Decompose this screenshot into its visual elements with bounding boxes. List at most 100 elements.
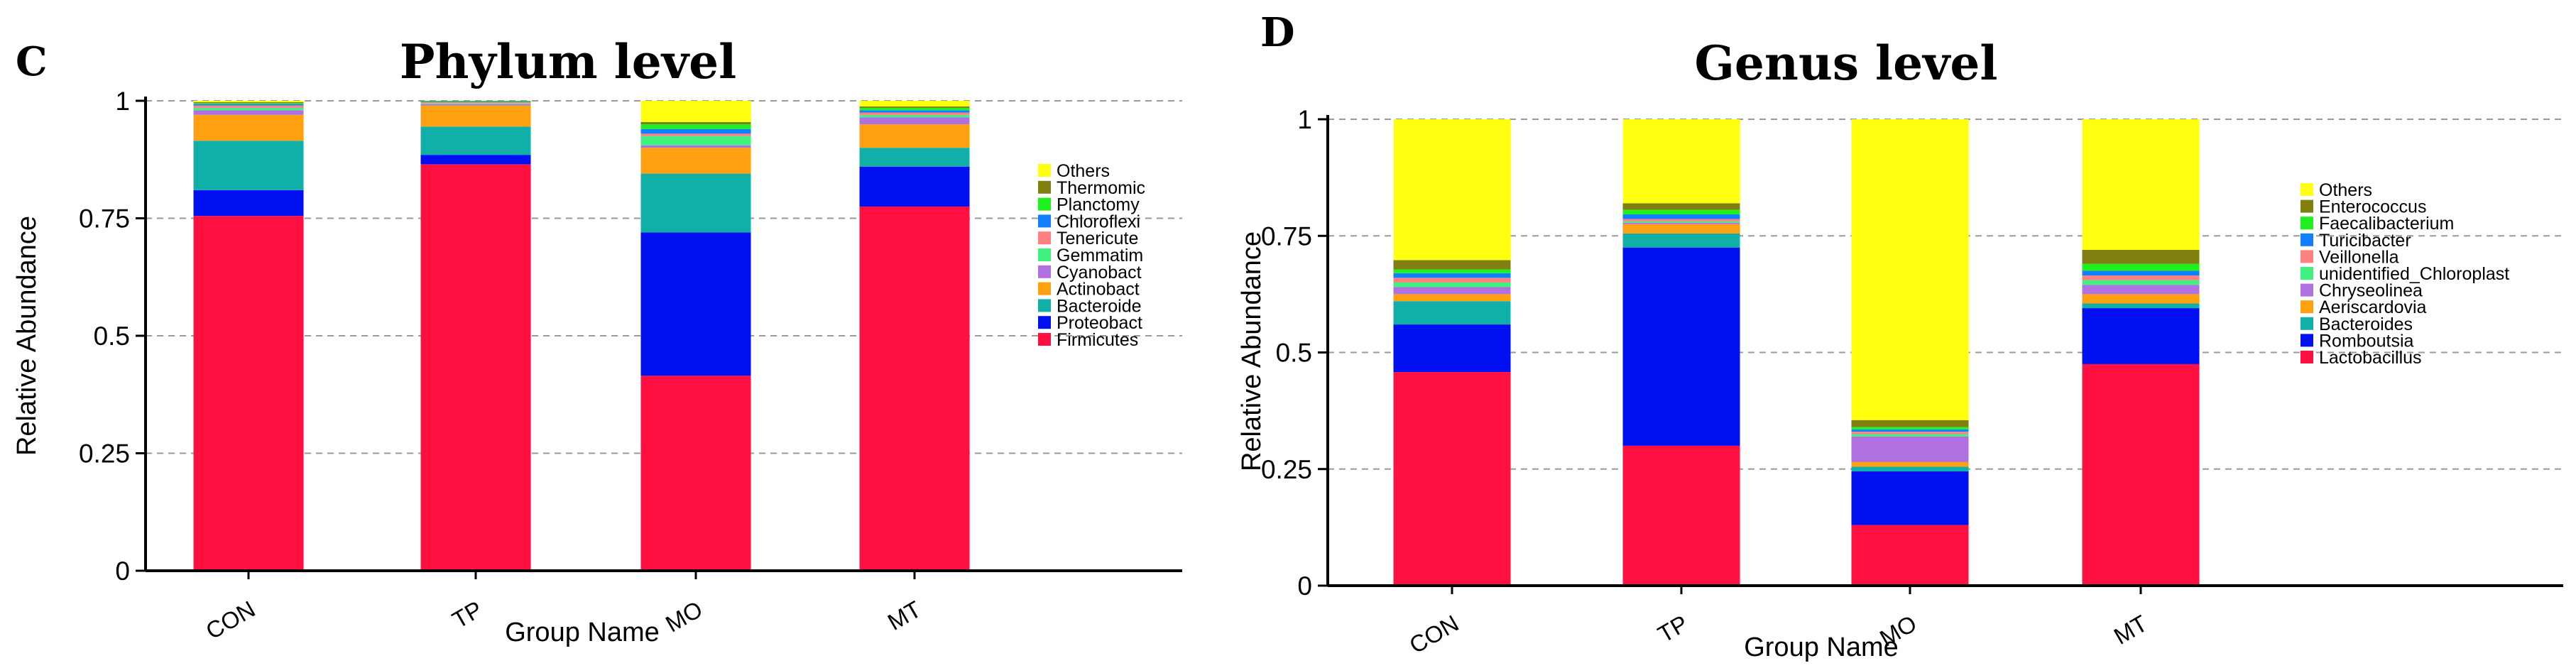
legend-swatch <box>2301 334 2313 347</box>
bar-segment <box>193 190 304 217</box>
bar-segment <box>1851 525 1969 586</box>
bar-segment <box>1622 224 1740 234</box>
bar-segment <box>859 101 970 106</box>
bar-segment <box>640 101 751 122</box>
bar-segment <box>193 107 304 111</box>
bar-segment <box>2082 308 2200 364</box>
legend-swatch <box>2301 183 2313 196</box>
bar-segment <box>1393 287 1511 295</box>
y-tick-label: 0.5 <box>1276 339 1312 368</box>
legend-label: Enterococcus <box>2319 197 2426 217</box>
bar-segment <box>193 102 304 104</box>
legend: OthersThermomicPlanctomyChloroflexiTener… <box>1038 161 1145 350</box>
legend-swatch <box>1038 316 1051 329</box>
bar-segment <box>640 136 751 146</box>
bar-segment <box>2082 285 2200 295</box>
bar-segment <box>1622 233 1740 248</box>
y-tick-label: 0.25 <box>79 439 130 469</box>
legend-label: Actinobact <box>1057 280 1140 300</box>
bar-segment <box>420 102 531 104</box>
legend-label: Romboutsia <box>2319 331 2413 351</box>
x-axis-title: Group Name <box>1744 633 1899 662</box>
y-tick-label: 0 <box>115 557 130 586</box>
bar-segment <box>1851 429 1969 432</box>
legend-swatch <box>1038 180 1051 194</box>
bar-segment <box>420 105 531 127</box>
legend-label: Gemmatim <box>1057 246 1143 265</box>
bar-segment <box>1393 324 1511 373</box>
bar-segment <box>2082 270 2200 276</box>
legend-swatch <box>1038 265 1051 278</box>
legend-swatch <box>2301 217 2313 230</box>
bar-segment <box>640 121 751 125</box>
bar-segment <box>640 124 751 129</box>
y-tick-label: 0 <box>1297 571 1312 601</box>
bar-segment <box>193 104 304 106</box>
bar-segment <box>1393 260 1511 270</box>
bar-segment <box>193 103 304 104</box>
panel-label: D <box>1260 9 1295 56</box>
legend-swatch <box>2301 351 2313 363</box>
legend-swatch <box>1038 333 1051 346</box>
y-axis-title: Relative Abundance <box>12 216 42 456</box>
bar-segment <box>1851 432 1969 434</box>
legend-label: Thermomic <box>1057 178 1145 198</box>
bar-segment <box>420 104 531 106</box>
bar-segment <box>859 106 970 108</box>
y-tick-label: 0.75 <box>1261 221 1312 251</box>
x-tick-label: CON <box>201 596 259 645</box>
bar-segment <box>193 141 304 190</box>
bar-segment <box>420 164 531 571</box>
bar-segment <box>859 110 970 113</box>
bar-segment <box>1851 427 1969 429</box>
legend-label: Others <box>1057 161 1110 181</box>
bar-segment <box>1393 294 1511 302</box>
bar-segment <box>420 155 531 165</box>
y-axis-title: Relative Abundance <box>1237 231 1267 471</box>
legend-swatch <box>2301 250 2313 263</box>
bar-segment <box>1851 436 1969 462</box>
bar-segment <box>1851 119 1969 420</box>
legend-swatch <box>1038 231 1051 245</box>
legend-label: Chloroflexi <box>1057 212 1140 231</box>
bar-segment <box>1622 219 1740 221</box>
bar-segment <box>2082 263 2200 271</box>
bar-segment <box>1622 214 1740 219</box>
bar-segment <box>2082 249 2200 264</box>
bar-segment <box>1622 247 1740 446</box>
bar-segment <box>640 148 751 174</box>
bar-segment <box>2082 303 2200 309</box>
x-tick-label: MT <box>883 596 926 635</box>
legend-label: Others <box>2319 180 2372 200</box>
legend-swatch <box>2301 233 2313 246</box>
chart-panel-c: C Phylum level 0 0.25 0.5 0.75 1 CON TP MO MT Relat… <box>12 34 1182 647</box>
bar-segment <box>859 107 970 111</box>
bar-segment <box>2082 119 2200 250</box>
bar-segment <box>1622 221 1740 223</box>
bar-segment <box>193 105 304 108</box>
legend-label: Faecalibacterium <box>2319 214 2454 234</box>
legend-label: Chryseolinea <box>2319 281 2423 301</box>
y-tick-label: 0.5 <box>94 322 130 351</box>
bar-segment <box>1393 269 1511 273</box>
bar-segment <box>640 232 751 376</box>
legend-label: Bacteroide <box>1057 296 1142 316</box>
bar-segment <box>640 376 751 571</box>
legend-swatch <box>2301 199 2313 213</box>
y-tick-label: 0.75 <box>79 204 130 234</box>
legend-swatch <box>2301 317 2313 330</box>
bar-segment <box>1622 445 1740 586</box>
y-tick-label: 1 <box>1297 105 1312 134</box>
y-tick-label: 1 <box>115 87 130 116</box>
x-tick-label: MO <box>661 596 707 637</box>
bar-segment <box>420 101 531 102</box>
panel-label: C <box>16 38 48 85</box>
bar-segment <box>2082 363 2200 586</box>
bar-segment <box>1393 119 1511 261</box>
bar-segment <box>640 145 751 148</box>
legend-swatch <box>1038 282 1051 295</box>
bar-segment <box>2082 280 2200 285</box>
legend-label: unidentified_Chloroplast <box>2319 264 2509 284</box>
bar-segment <box>640 133 751 136</box>
